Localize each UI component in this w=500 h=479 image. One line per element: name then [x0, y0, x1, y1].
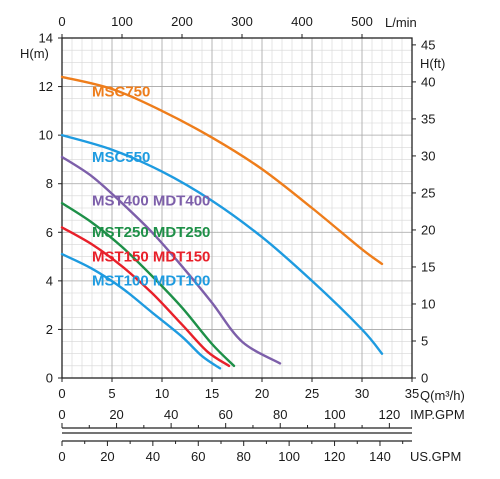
us-axis-tick-label: 40: [146, 449, 160, 464]
top-axis-tick-label: 100: [111, 14, 133, 29]
y-right-tick-label: 10: [421, 296, 435, 311]
imp-axis-tick-label: 40: [164, 407, 178, 422]
series-label-mst400-mdt400: MST400 MDT400: [92, 193, 210, 210]
y-left-tick-label: 6: [46, 225, 53, 240]
imp-axis-tick-label: 100: [324, 407, 346, 422]
us-axis-tick-label: 140: [369, 449, 391, 464]
top-axis-tick-label: 500: [351, 14, 373, 29]
imp-axis-tick-label: 120: [379, 407, 401, 422]
top-axis-tick-label: 300: [231, 14, 253, 29]
us-axis-tick-label: 0: [58, 449, 65, 464]
y-left-tick-label: 4: [46, 273, 53, 288]
x-tick-label: 20: [255, 386, 269, 401]
y-left-tick-label: 12: [39, 79, 53, 94]
curves: [60, 75, 384, 370]
x-tick-label: 25: [305, 386, 319, 401]
top-axis-tick-label: 200: [171, 14, 193, 29]
y-right-tick-label: 20: [421, 222, 435, 237]
series-label-msc750: MSC750: [92, 83, 150, 100]
series-label-mst250-mdt250: MST250 MDT250: [92, 224, 210, 241]
curve-mst400-mdt400: [60, 155, 282, 365]
imp-axis-tick-label: 80: [273, 407, 287, 422]
y-left-label: H(m): [20, 46, 49, 61]
x-tick-label: 10: [155, 386, 169, 401]
top-axis-label: L/min: [385, 15, 417, 30]
imp-axis-tick-label: 60: [218, 407, 232, 422]
y-right-tick-label: 35: [421, 111, 435, 126]
us-axis-tick-label: 80: [236, 449, 250, 464]
x-tick-label: 30: [355, 386, 369, 401]
series-label-mst100-mdt100: MST100 MDT100: [92, 273, 210, 290]
us-axis-tick-label: 120: [324, 449, 346, 464]
top-axis-tick-label: 400: [291, 14, 313, 29]
y-right-tick-label: 25: [421, 185, 435, 200]
top-axis-tick-label: 0: [58, 14, 65, 29]
us-axis-tick-label: 20: [100, 449, 114, 464]
series-label-msc550: MSC550: [92, 149, 150, 166]
us-axis-tick-label: 100: [278, 449, 300, 464]
y-left-tick-label: 0: [46, 371, 53, 386]
y-right-tick-label: 0: [421, 371, 428, 386]
x-tick-label: 15: [205, 386, 219, 401]
y-right-tick-label: 15: [421, 259, 435, 274]
x-axis-label: Q(m³/h): [420, 388, 465, 403]
x-tick-label: 35: [405, 386, 419, 401]
us-axis-label: US.GPM: [410, 449, 461, 464]
y-right-tick-label: 40: [421, 74, 435, 89]
series-labels: MSC750 MSC550 MST400 MDT400 MST250 MDT250 MS…: [92, 83, 210, 289]
y-right-label: H(ft): [420, 56, 445, 71]
us-axis-tick-label: 60: [191, 449, 205, 464]
plot-frame: [61, 37, 413, 379]
curve-mst100-mdt100: [60, 252, 222, 370]
y-right-tick-label: 5: [421, 333, 428, 348]
y-left-tick-label: 10: [39, 128, 53, 143]
y-right-tick-label: 30: [421, 148, 435, 163]
curve-msc750: [60, 75, 384, 266]
curve-mst150-mdt150: [60, 226, 231, 368]
y-left-tick-label: 2: [46, 322, 53, 337]
x-tick-label: 5: [108, 386, 115, 401]
y-left-tick-label: 8: [46, 176, 53, 191]
imp-axis-tick-label: 20: [109, 407, 123, 422]
imp-axis-tick-label: 0: [58, 407, 65, 422]
imp-axis-label: IMP.GPM: [410, 407, 465, 422]
series-label-mst150-mdt150: MST150 MDT150: [92, 248, 210, 265]
y-left-tick-label: 14: [39, 31, 53, 46]
curve-msc550: [60, 133, 384, 355]
curve-mst250-mdt250: [60, 201, 236, 368]
x-tick-label: 0: [58, 386, 65, 401]
y-right-tick-label: 45: [421, 37, 435, 52]
